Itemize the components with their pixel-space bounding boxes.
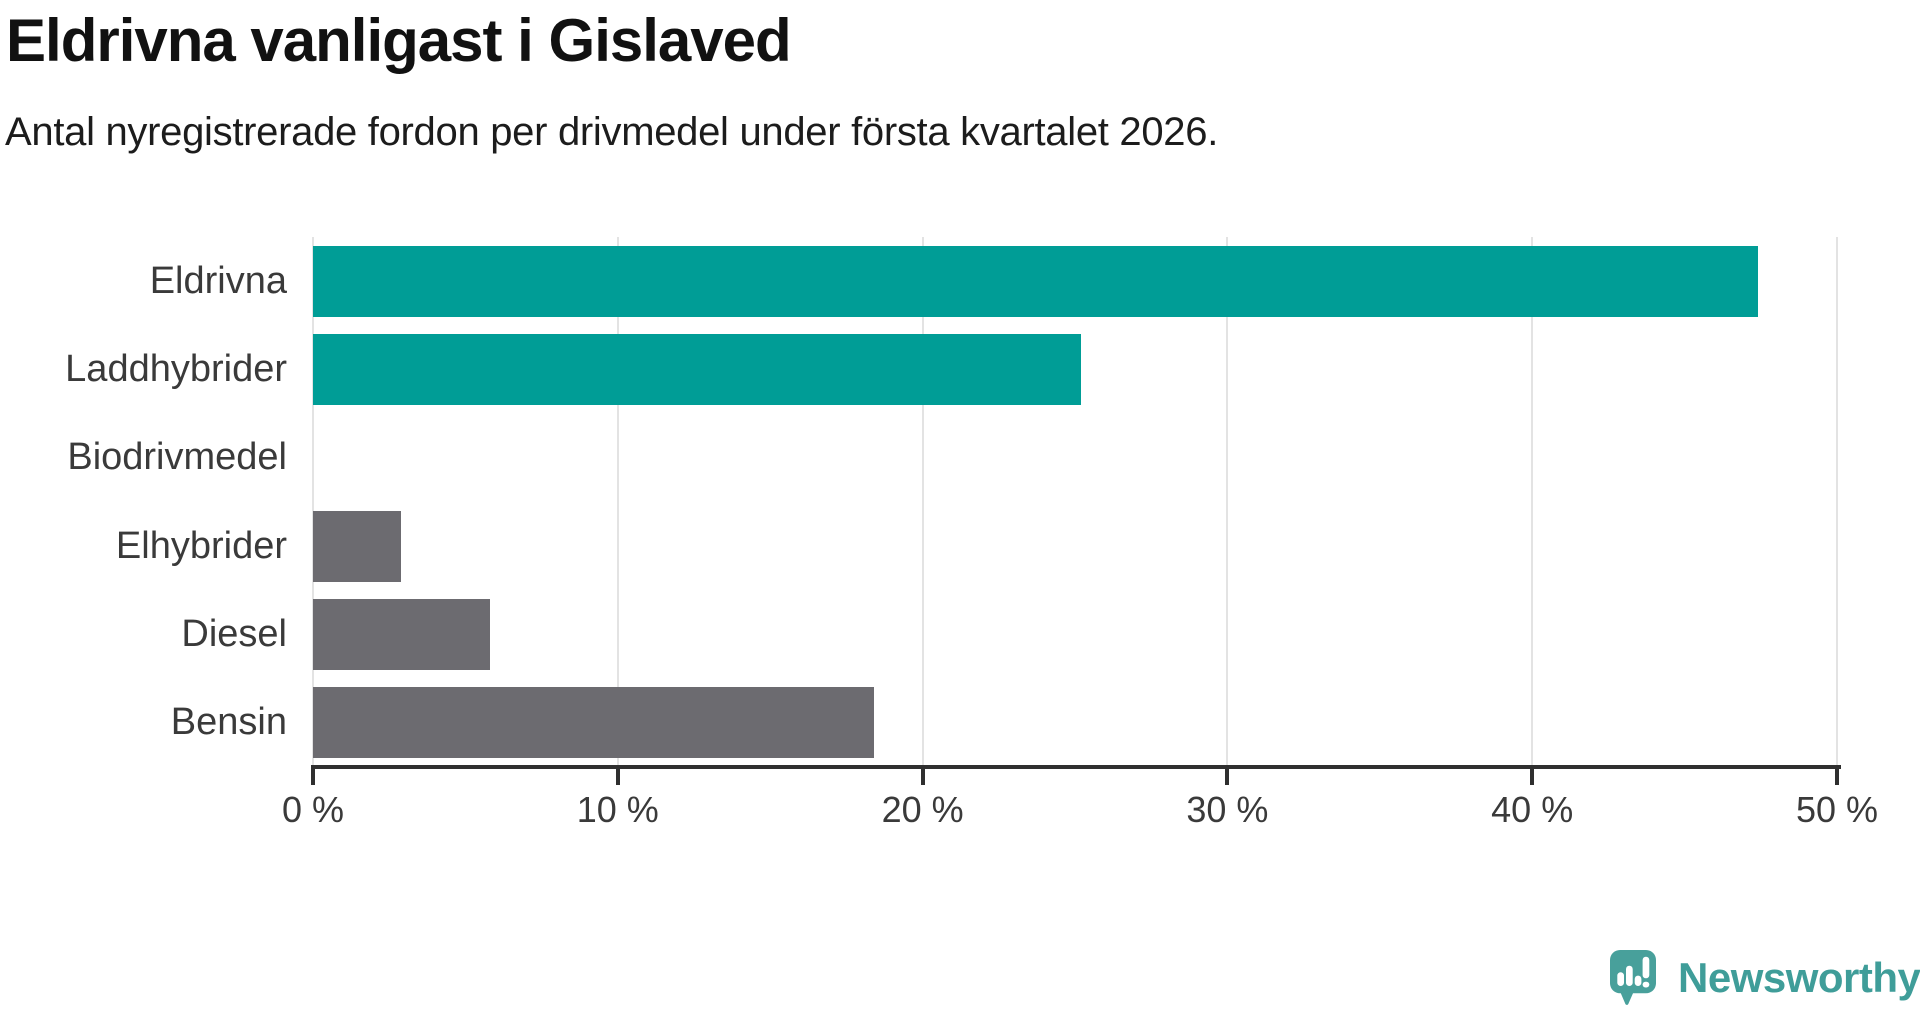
gridline-30pct: [1226, 237, 1229, 767]
category-label-bensin: Bensin: [170, 701, 287, 744]
gridline-10pct: [616, 237, 619, 767]
gridline-40pct: [1531, 237, 1534, 767]
bar-elhybrider: [313, 510, 402, 582]
x-axis-line: [311, 765, 1841, 769]
x-tick-label-0: 0 %: [281, 789, 345, 830]
chart-subtitle: Antal nyregistrerade fordon per drivmede…: [5, 110, 1219, 154]
bar-diesel: [313, 599, 490, 670]
x-tick-label-20: 20 %: [881, 789, 964, 830]
x-tick-label-30: 30 %: [1186, 789, 1269, 830]
category-label-diesel: Diesel: [181, 612, 287, 655]
bar-eldrivna: [313, 245, 1758, 317]
x-axis-tick-20: [920, 769, 925, 785]
category-label-elhybrider: Elhybrider: [115, 524, 287, 567]
x-axis-tick-30: [1225, 769, 1230, 785]
x-tick-label-50: 50 %: [1795, 789, 1879, 830]
gridline-20pct: [921, 237, 924, 767]
category-label-eldrivna: Eldrivna: [149, 259, 287, 302]
newsworthy-wordmark: Newsworthy: [1678, 954, 1920, 1001]
newsworthy-logo: Newsworthy: [1610, 950, 1920, 1006]
chart-title: Eldrivna vanligast i Gislaved: [6, 7, 792, 74]
bar-laddhybrider: [313, 334, 1082, 405]
plot-area: 0 % 10 % 20 % 30 % 40 % 50 %: [282, 237, 1878, 830]
x-axis-tick-10: [615, 769, 620, 785]
category-label-laddhybrider: Laddhybrider: [65, 347, 287, 390]
bar-bensin: [313, 687, 874, 759]
x-tick-label-40: 40 %: [1491, 789, 1574, 830]
x-axis-tick-50: [1835, 769, 1839, 785]
gridline-0pct: [312, 237, 314, 767]
x-tick-label-10: 10 %: [576, 789, 659, 830]
gridline-50pct: [1836, 237, 1838, 767]
x-axis-tick-40: [1530, 769, 1535, 785]
x-axis-tick-0: [311, 769, 315, 785]
category-label-biodrivmedel: Biodrivmedel: [67, 436, 287, 479]
category-axis: Eldrivna Laddhybrider Biodrivmedel Elhyb…: [0, 237, 287, 767]
newsworthy-speech-bubble-icon: [1610, 950, 1656, 1005]
